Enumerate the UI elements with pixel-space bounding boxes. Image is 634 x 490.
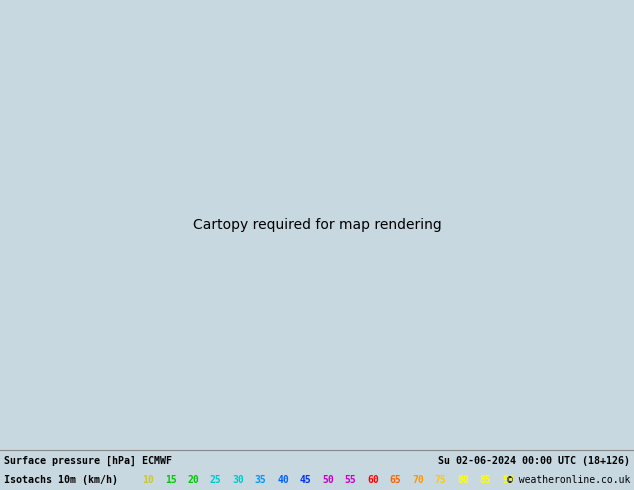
Text: 75: 75 (435, 475, 446, 485)
Text: 35: 35 (255, 475, 266, 485)
Text: Cartopy required for map rendering: Cartopy required for map rendering (193, 218, 441, 232)
Text: 70: 70 (412, 475, 424, 485)
Text: 30: 30 (232, 475, 244, 485)
Text: 15: 15 (165, 475, 176, 485)
Text: 50: 50 (322, 475, 334, 485)
Text: 55: 55 (345, 475, 356, 485)
Text: 60: 60 (367, 475, 379, 485)
Text: 65: 65 (390, 475, 401, 485)
Text: 85: 85 (480, 475, 491, 485)
Text: 20: 20 (187, 475, 199, 485)
Text: 40: 40 (277, 475, 289, 485)
Text: 10: 10 (142, 475, 154, 485)
Text: 80: 80 (457, 475, 469, 485)
Text: Isotachs 10m (km/h): Isotachs 10m (km/h) (4, 475, 118, 485)
Text: 45: 45 (300, 475, 311, 485)
Text: Surface pressure [hPa] ECMWF: Surface pressure [hPa] ECMWF (4, 456, 172, 466)
Text: 90: 90 (502, 475, 514, 485)
Text: Su 02-06-2024 00:00 UTC (18+126): Su 02-06-2024 00:00 UTC (18+126) (438, 456, 630, 466)
Text: 25: 25 (210, 475, 221, 485)
Text: © weatheronline.co.uk: © weatheronline.co.uk (507, 475, 630, 485)
